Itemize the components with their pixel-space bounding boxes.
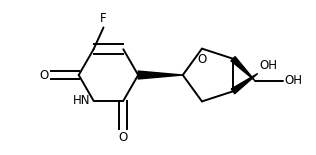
Text: HN: HN xyxy=(73,94,91,107)
Text: O: O xyxy=(119,131,128,144)
Text: OH: OH xyxy=(284,74,302,87)
Polygon shape xyxy=(231,57,255,80)
Text: F: F xyxy=(100,13,107,25)
Text: O: O xyxy=(197,53,207,66)
Text: OH: OH xyxy=(260,58,278,71)
Text: O: O xyxy=(40,69,49,82)
Polygon shape xyxy=(138,71,183,79)
Polygon shape xyxy=(231,73,258,94)
